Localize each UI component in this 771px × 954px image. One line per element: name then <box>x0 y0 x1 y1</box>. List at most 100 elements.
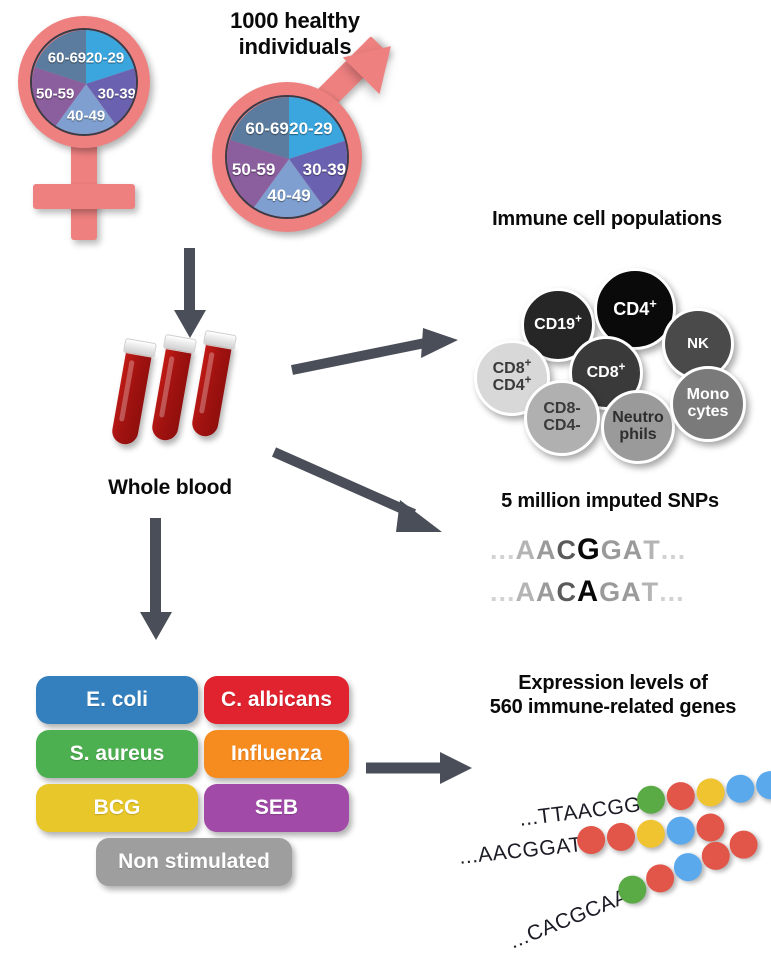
male-pie-svg <box>227 97 347 217</box>
arrow-cohort-to-blood <box>172 248 208 340</box>
stimulus-pill-c-albicans[interactable]: C. albicans <box>204 676 349 724</box>
immune-cell-CD8-CD4-plus[interactable]: CD8+ CD4+ <box>474 340 550 416</box>
age-slice-30-39 <box>289 140 347 210</box>
arrow-stimuli-to-expression <box>366 748 476 788</box>
cohort-header: 1000 healthy individuals <box>180 8 410 60</box>
arrow-blood-to-snps <box>271 447 452 542</box>
blood-tube-cap <box>162 333 197 355</box>
rna-bead <box>665 780 697 812</box>
snp-base: A <box>622 535 644 565</box>
age-slice-40-49 <box>252 159 326 217</box>
female-gender-symbol: 20-29 30-39 40-49 50-59 60-69 <box>8 14 188 244</box>
immune-cell-Neutrophils[interactable]: Neutro phils <box>601 390 675 464</box>
stimulus-label: BCG <box>93 796 141 819</box>
stimulus-label: Influenza <box>230 742 322 765</box>
expression-header-line2: 560 immune-related genes <box>489 695 737 718</box>
blood-tube-cap <box>202 329 237 351</box>
age-slice-60-69 <box>230 97 289 159</box>
snp-sequence-row-2: ...AACAGAT... <box>490 576 685 609</box>
age-slice-label-40-49: 40-49 <box>267 186 311 206</box>
rna-bead <box>724 773 756 805</box>
stimulus-pill-bcg[interactable]: BCG <box>36 784 198 832</box>
immune-cell-label: CD8+ CD4+ <box>492 357 532 394</box>
rna-strand-group: ...TTAACGG ...AACGGAT ...CACGCAA <box>440 700 771 953</box>
immune-cell-label: CD19+ <box>534 313 582 333</box>
snp-base: T <box>641 577 660 607</box>
snp-base: A <box>536 535 557 565</box>
snp-sequences: ...AACGGAT... ...AACAGAT... <box>490 528 750 618</box>
immune-cell-label: CD8- CD4- <box>543 400 581 434</box>
immune-cell-label: Mono cytes <box>686 386 730 420</box>
blood-tube-cap <box>122 337 157 359</box>
age-slice-label-60-69: 60-69 <box>47 49 87 67</box>
cohort-header-line2: individuals <box>238 33 352 59</box>
stimulus-pill-e-coli[interactable]: E. coli <box>36 676 198 724</box>
age-slice-20-29 <box>86 30 136 84</box>
stimulus-label: Non stimulated <box>118 850 270 873</box>
rna-bead <box>665 815 697 847</box>
age-slice-label-40-49: 40-49 <box>66 107 106 125</box>
age-slice-50-59 <box>227 139 289 210</box>
expression-header-line1: Expression levels of <box>518 672 708 694</box>
snp-base: ... <box>660 535 687 565</box>
snp-base: A <box>515 535 537 565</box>
female-pie-svg <box>32 30 136 134</box>
age-slice-label-50-59: 50-59 <box>231 160 276 180</box>
snp-base: A <box>621 577 642 607</box>
snp-base: G <box>577 534 601 566</box>
age-slice-30-39 <box>86 67 136 128</box>
immune-cell-label: Neutro phils <box>612 409 664 443</box>
snp-base: G <box>600 535 623 565</box>
stimuli-panel: E. coli C. albicans S. aureus Influenza BCG S… <box>36 676 356 892</box>
snp-sequence-row-1: ...AACGGAT... <box>490 534 686 567</box>
snp-base: G <box>599 577 622 607</box>
snps-header: 5 million imputed SNPs <box>501 490 719 512</box>
immune-cells-header: Immune cell populations <box>492 208 722 230</box>
age-slice-20-29 <box>289 97 347 159</box>
age-slice-label-30-39: 30-39 <box>97 85 136 103</box>
snp-base: C <box>556 535 578 565</box>
immune-cell-CD8-CD4-neg[interactable]: CD8- CD4- <box>524 380 600 456</box>
age-slice-label-30-39: 30-39 <box>302 160 347 180</box>
age-slice-50-59 <box>32 67 86 128</box>
cohort-header-line1: 1000 healthy <box>230 8 360 33</box>
arrow-blood-to-immune-cells <box>290 328 460 380</box>
snp-base: ... <box>490 577 516 607</box>
blood-tube <box>110 337 157 447</box>
stimulus-pill-seb[interactable]: SEB <box>204 784 349 832</box>
stimulus-pill-influenza[interactable]: Influenza <box>204 730 349 778</box>
whole-blood-label: Whole blood <box>108 476 232 499</box>
immune-cell-Monocytes[interactable]: Mono cytes <box>670 366 746 442</box>
stimulus-pill-s-aureus[interactable]: S. aureus <box>36 730 198 778</box>
rna-bead <box>635 818 667 850</box>
age-slice-label-20-29: 20-29 <box>289 118 333 138</box>
rna-bead <box>754 769 771 801</box>
male-age-pie: 20-29 30-39 40-49 50-59 60-69 <box>225 95 349 219</box>
stimulus-label: E. coli <box>86 688 148 711</box>
stimulus-label: C. albicans <box>221 688 332 711</box>
rna-sequence-text: ...CACGCAA <box>506 884 632 954</box>
rna-bead <box>695 812 726 843</box>
immune-cell-label: NK <box>687 335 709 353</box>
stimulus-pill-non-stimulated[interactable]: Non stimulated <box>96 838 292 886</box>
immune-cell-cluster: CD19+ CD4+ NK CD8+ CD4+ CD8+ CD8- CD4- Neutro phi… <box>466 240 766 464</box>
rna-bead <box>694 776 727 809</box>
rna-bead <box>605 821 637 853</box>
snp-base: A <box>515 577 537 607</box>
age-slice-60-69 <box>34 30 86 84</box>
female-age-pie: 20-29 30-39 40-49 50-59 60-69 <box>30 28 138 136</box>
male-gender-symbol: 20-29 30-39 40-49 50-59 60-69 <box>200 27 420 240</box>
blood-tube-highlight <box>198 351 215 414</box>
arrow-blood-to-stimuli <box>138 518 174 642</box>
female-symbol-crossbar <box>33 184 135 209</box>
whole-blood-tubes <box>100 329 290 470</box>
age-slice-40-49 <box>54 84 118 134</box>
immune-cell-label: CD8+ <box>586 361 626 381</box>
snp-base: A <box>577 576 600 608</box>
expression-header: Expression levels of 560 immune-related … <box>460 672 766 719</box>
blood-tube <box>150 333 197 443</box>
age-slice-label-20-29: 20-29 <box>85 49 125 67</box>
blood-tube <box>190 329 237 439</box>
snp-base: T <box>643 535 661 565</box>
age-slice-label-50-59: 50-59 <box>35 85 75 103</box>
